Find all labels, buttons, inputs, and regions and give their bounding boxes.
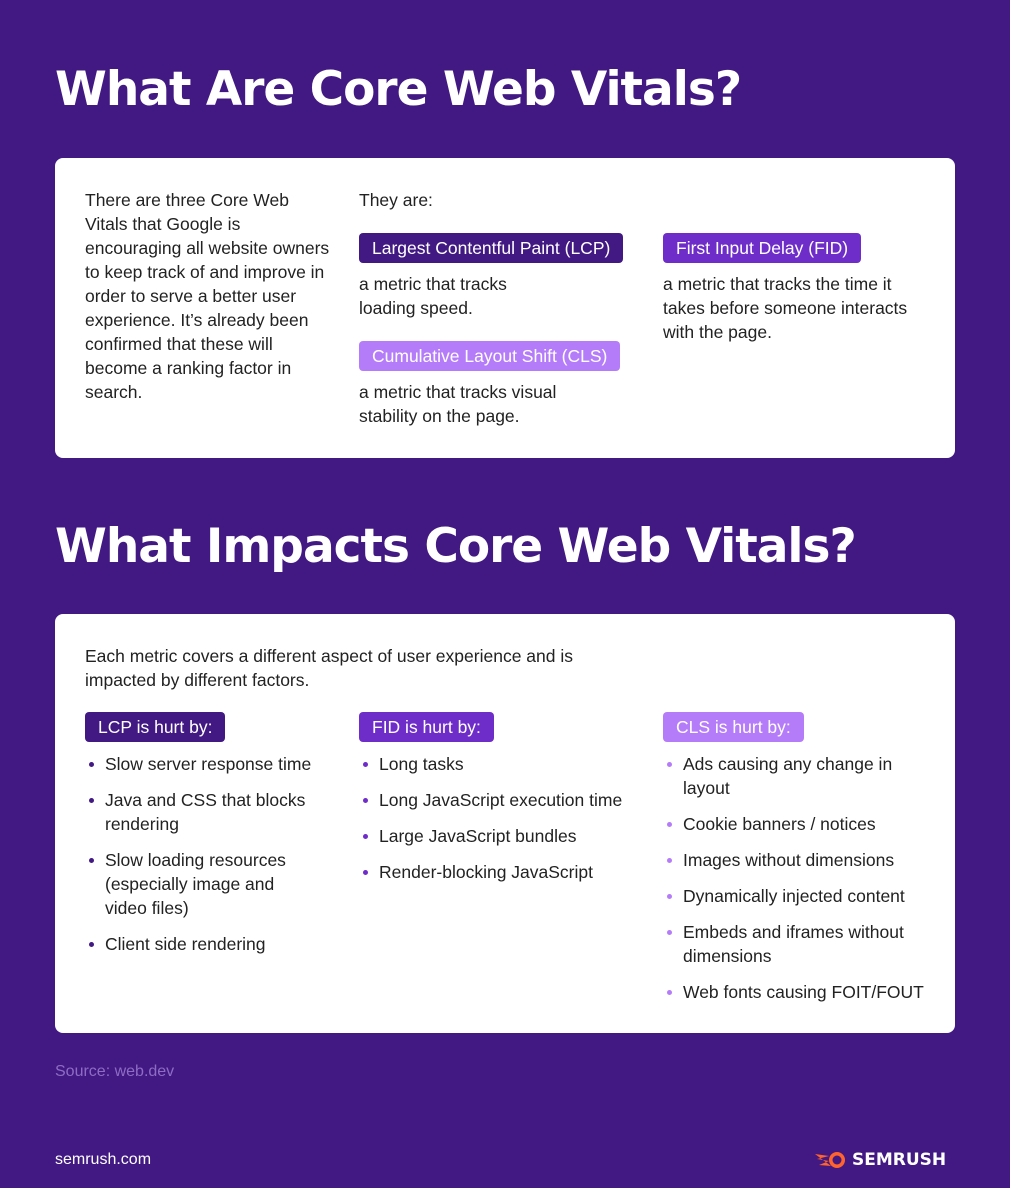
fid-desc: a metric that tracks the time it takes b… — [663, 274, 908, 342]
lcp-tag: Largest Contentful Paint (LCP) — [359, 233, 624, 263]
list-item: Dynamically injected content — [663, 884, 948, 908]
fid-factors-list: Long tasks Long JavaScript execution tim… — [359, 752, 659, 896]
lcp-desc: a metric that tracks loading speed. — [359, 274, 507, 318]
list-item: Slow loading resources (especially image… — [85, 848, 305, 920]
cls-hurt-tag: CLS is hurt by: — [663, 712, 804, 742]
list-item: Images without dimensions — [663, 848, 948, 872]
cls-factors-list: Ads causing any change in layout Cookie … — [663, 752, 948, 1016]
semrush-fireball-icon — [815, 1152, 845, 1168]
semrush-logo: SEMRUSH — [815, 1150, 946, 1170]
impacts-intro: Each metric covers a different aspect of… — [85, 646, 573, 690]
list-item: Embeds and iframes without dimensions — [663, 920, 948, 968]
list-item: Client side rendering — [85, 932, 345, 956]
title-what-are: What Are Core Web Vitals? — [55, 62, 742, 117]
fid-hurt-tag: FID is hurt by: — [359, 712, 494, 742]
list-item: Large JavaScript bundles — [359, 824, 659, 848]
list-item: Java and CSS that blocks rendering — [85, 788, 345, 836]
list-item: Long JavaScript execution time — [359, 788, 659, 812]
impacts-card: Each metric covers a different aspect of… — [55, 614, 955, 1033]
list-item: Slow server response time — [85, 752, 345, 776]
list-item: Web fonts causing FOIT/FOUT — [663, 980, 948, 1004]
they-are-label: They are: — [359, 190, 433, 210]
title-what-impacts: What Impacts Core Web Vitals? — [55, 519, 857, 574]
site-url: semrush.com — [55, 1151, 152, 1168]
semrush-wordmark: SEMRUSH — [852, 1150, 947, 1170]
source-note: Source: web.dev — [55, 1063, 175, 1080]
list-item: Cookie banners / notices — [663, 812, 948, 836]
list-item: Long tasks — [359, 752, 659, 776]
intro-text: There are three Core Web Vitals that Goo… — [85, 190, 330, 402]
cls-tag: Cumulative Layout Shift (CLS) — [359, 341, 621, 371]
cls-desc: a metric that tracks visual stability on… — [359, 382, 557, 426]
lcp-hurt-tag: LCP is hurt by: — [85, 712, 226, 742]
lcp-factors-list: Slow server response time Java and CSS t… — [85, 752, 345, 968]
list-item: Ads causing any change in layout — [663, 752, 903, 800]
fid-tag: First Input Delay (FID) — [663, 233, 862, 263]
vitals-card: There are three Core Web Vitals that Goo… — [55, 158, 955, 458]
list-item: Render-blocking JavaScript — [359, 860, 659, 884]
